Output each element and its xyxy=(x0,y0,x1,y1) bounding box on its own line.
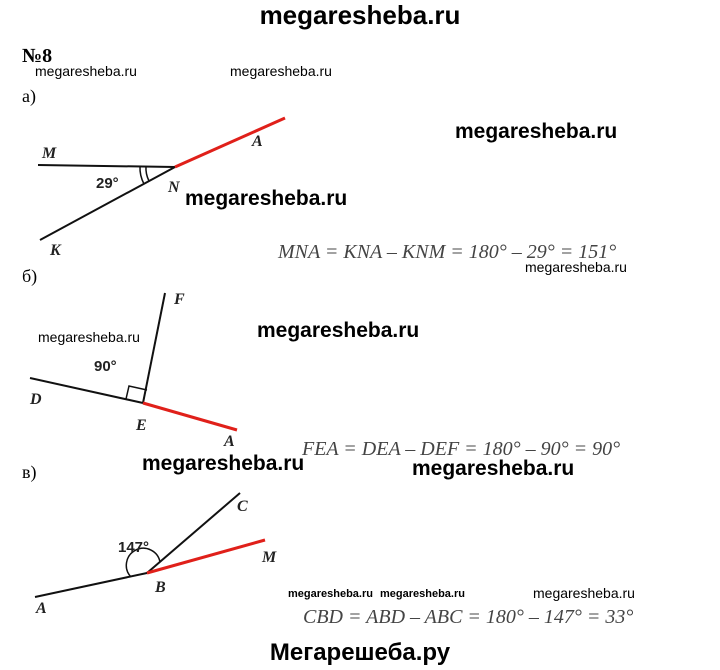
angle-label: 147° xyxy=(118,539,149,556)
watermark: megaresheba.ru xyxy=(185,187,347,210)
ray xyxy=(34,572,148,598)
ray xyxy=(142,292,166,404)
watermark: megaresheba.ru xyxy=(380,588,465,600)
point-label: E xyxy=(135,417,147,434)
point-label: A xyxy=(251,133,263,150)
ray-red xyxy=(142,401,238,432)
problem-number: №8 xyxy=(22,45,52,67)
right-angle xyxy=(125,385,148,400)
equation: CBD = ABD – ABC = 180° – 147° = 33° xyxy=(303,606,633,628)
angle-label: 29° xyxy=(96,175,119,192)
watermark: megaresheba.ru xyxy=(257,319,419,342)
watermark: megaresheba.ru xyxy=(288,588,373,600)
watermark: megaresheba.ru xyxy=(142,452,304,475)
ray xyxy=(29,377,144,404)
point-label: F xyxy=(173,291,185,308)
point-label: M xyxy=(41,145,57,162)
watermark: megaresheba.ru xyxy=(38,329,140,345)
ray xyxy=(146,492,241,574)
ray-red xyxy=(174,116,286,169)
point-label: B xyxy=(154,579,166,596)
watermark: megaresheba.ru xyxy=(455,120,617,143)
watermark: megaresheba.ru xyxy=(525,259,627,275)
watermark: megaresheba.ru xyxy=(533,585,635,601)
angle-arc xyxy=(125,547,161,578)
ray-red xyxy=(146,538,266,575)
part-label: в) xyxy=(22,462,37,483)
point-label: K xyxy=(49,242,62,259)
footer-title: Мегарешеба.ру xyxy=(270,639,451,666)
watermark: megaresheba.ru xyxy=(412,457,574,480)
angle-label: 90° xyxy=(94,358,117,375)
ray xyxy=(37,164,176,168)
point-label: A xyxy=(223,433,235,450)
ray xyxy=(39,166,176,241)
watermark: megaresheba.ru xyxy=(230,63,332,79)
point-label: D xyxy=(29,391,42,408)
equation: MNA = KNA – KNM = 180° – 29° = 151° xyxy=(277,241,616,263)
part-label: б) xyxy=(22,266,37,287)
point-label: C xyxy=(237,498,248,515)
watermark: megaresheba.ru xyxy=(35,63,137,79)
point-label: N xyxy=(167,179,181,196)
point-label: A xyxy=(35,600,47,617)
equation: FEA = DEA – DEF = 180° – 90° = 90° xyxy=(301,438,620,460)
angle-arc xyxy=(139,165,150,185)
header-title: megaresheba.ru xyxy=(260,0,461,30)
point-label: M xyxy=(261,549,277,566)
part-label: а) xyxy=(22,86,36,107)
